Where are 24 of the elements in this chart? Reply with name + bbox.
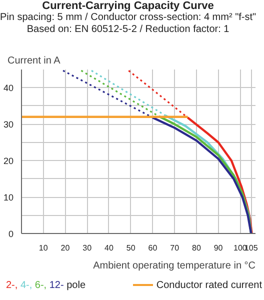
y-tick-label: 20 (3, 156, 14, 166)
y-tick-label: 0 (8, 229, 14, 239)
chart-subtitle: Pin spacing: 5 mm / Conductor cross-section: 4 mm² "f-st" Based on: EN 60512-5-2 / Reduction factor: 1 (0, 12, 256, 36)
x-tick-label: 70 (170, 244, 180, 252)
x-tick-label: 50 (126, 244, 136, 252)
text: 2-, (6, 280, 19, 291)
text: pole (66, 280, 86, 291)
x-tick-label: 90 (214, 244, 224, 252)
legend-label: Conductor rated current (155, 279, 262, 293)
x-tick-label: 20 (60, 244, 70, 252)
x-tick-label: 40 (104, 244, 114, 252)
text: 6-, (34, 280, 48, 291)
y-axis-title: Current in A (8, 56, 61, 66)
text: 12- (49, 280, 65, 291)
x-axis-title: Ambient operating temperature in °C (93, 260, 256, 272)
y-tick-label: 10 (3, 192, 14, 203)
y-tick-label: 40 (3, 83, 14, 94)
x-tick-label: 30 (82, 244, 92, 252)
text: 4-, (20, 280, 34, 291)
x-tick-label: 60 (148, 244, 158, 252)
x-tick-label: 10 (38, 244, 48, 252)
chart-title: Current-Carrying Capacity Curve (41, 0, 215, 12)
x-tick-label: 80 (192, 244, 202, 252)
y-tick-label: 30 (3, 120, 14, 130)
